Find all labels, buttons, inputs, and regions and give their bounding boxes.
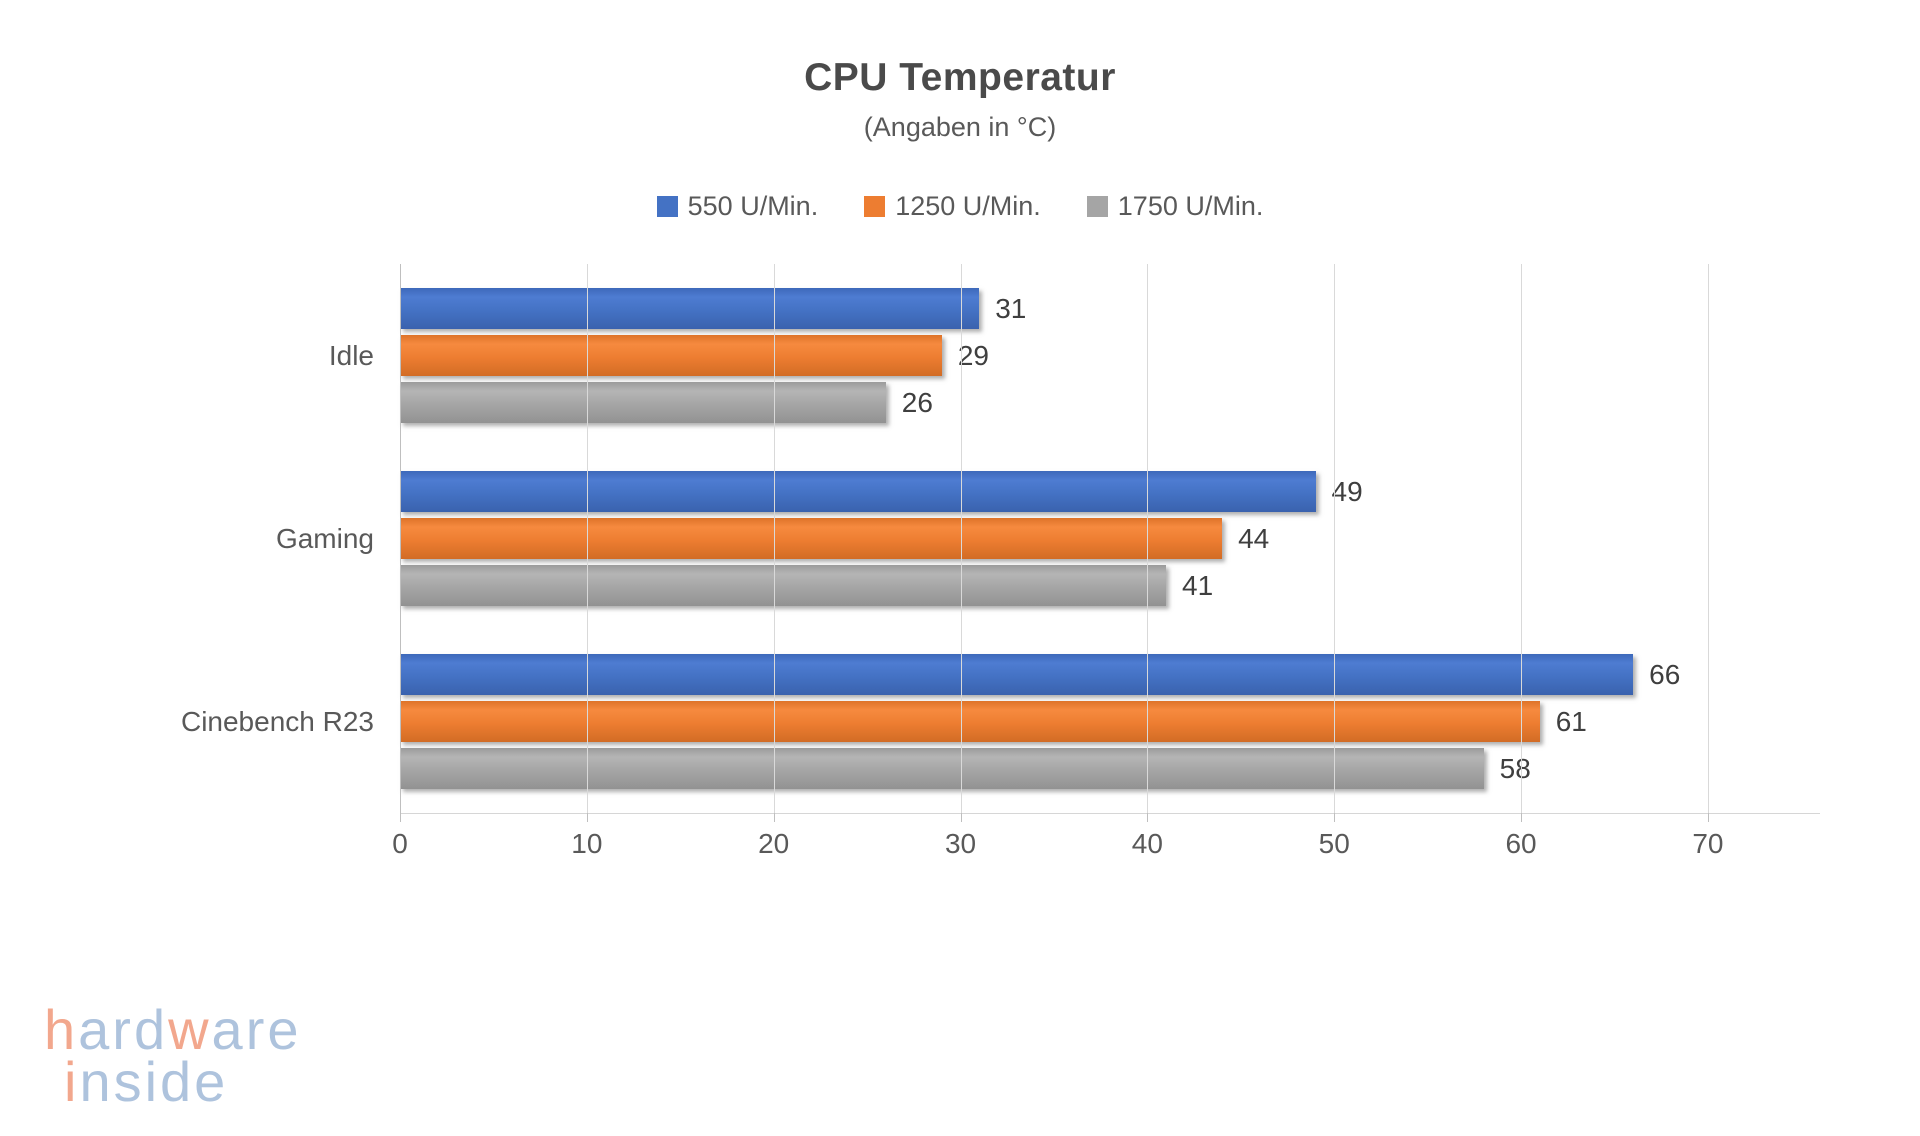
- bar-row: 29: [400, 335, 1820, 376]
- bar-row: 61: [400, 701, 1820, 742]
- axis-tick: [400, 813, 401, 822]
- bar-1750-u-min-: [400, 748, 1484, 789]
- gridline: [960, 264, 962, 813]
- bar-550-u-min-: [400, 471, 1316, 512]
- bar-value-label: 29: [957, 339, 989, 371]
- bar-1750-u-min-: [400, 382, 886, 423]
- bar-value-label: 44: [1238, 522, 1270, 554]
- chart-title: CPU Temperatur: [804, 56, 1116, 99]
- bar-value-label: 31: [995, 292, 1027, 324]
- legend-label: 550 U/Min.: [687, 191, 819, 221]
- bar-row: 66: [400, 654, 1820, 695]
- value-axis: 0 10 20 30 40 50 60 70: [100, 814, 1820, 860]
- legend-label: 1250 U/Min.: [895, 191, 1041, 221]
- gridline: [1521, 264, 1523, 813]
- axis-tick-label: 60: [1505, 828, 1537, 859]
- bar-value-label: 58: [1499, 752, 1531, 784]
- logo-letter-segment: w: [168, 998, 212, 1061]
- bar-1250-u-min-: [400, 518, 1223, 559]
- axis-tick-label: 70: [1692, 828, 1724, 859]
- axis-tick: [960, 813, 962, 822]
- bar-550-u-min-: [400, 654, 1634, 695]
- logo-letter-segment: nside: [79, 1050, 229, 1113]
- axis-tick: [773, 813, 775, 822]
- bar-value-label: 49: [1331, 475, 1363, 507]
- legend-marker-icon: [656, 196, 678, 217]
- bar-row: 49: [400, 471, 1820, 512]
- category-axis: Idle Gaming Cinebench R23: [100, 264, 400, 814]
- legend-marker-icon: [864, 196, 886, 217]
- legend-item: 1750 U/Min.: [1086, 191, 1264, 222]
- bar-row: 41: [400, 565, 1820, 606]
- category-label: Idle: [328, 339, 374, 371]
- value-axis-labels: 0 10 20 30 40 50 60 70: [392, 814, 1820, 860]
- axis-tick: [1334, 813, 1336, 822]
- chart-subtitle: (Angaben in °C): [863, 112, 1057, 142]
- logo-line1: hardware: [44, 998, 301, 1061]
- bar-value-label: 61: [1555, 705, 1587, 737]
- axis-tick-label: 10: [571, 828, 603, 859]
- axis-tick-label: 30: [944, 828, 977, 859]
- bar-row: 58: [400, 748, 1820, 789]
- gridline: [400, 264, 401, 813]
- bar-group: 49 44 41: [400, 447, 1820, 630]
- axis-tick-label: 0: [392, 828, 408, 859]
- axis-tick: [1707, 813, 1709, 822]
- gridline: [1334, 264, 1336, 813]
- logo-letter-segment: ard: [78, 998, 169, 1061]
- bar-1250-u-min-: [400, 701, 1540, 742]
- bar-value-label: 26: [901, 386, 933, 418]
- bar-value-label: 66: [1649, 658, 1681, 690]
- legend-marker-icon: [1086, 196, 1108, 217]
- bar-1250-u-min-: [400, 335, 942, 376]
- logo-letter-segment: i: [64, 1050, 80, 1113]
- bar-groups: 31 29 26 49 44 41 66 61 58: [400, 264, 1820, 813]
- bar-550-u-min-: [400, 288, 980, 329]
- gridline: [586, 264, 588, 813]
- logo-letter-segment: are: [211, 998, 302, 1061]
- category-label: Gaming: [275, 522, 374, 554]
- logo-letter-segment: h: [44, 998, 79, 1061]
- axis-tick-label: 20: [758, 828, 790, 859]
- gridline: [1707, 264, 1709, 813]
- gridline: [773, 264, 775, 813]
- legend-item: 1250 U/Min.: [864, 191, 1041, 222]
- hardware-inside-logo: hardware inside: [44, 1002, 301, 1110]
- bar-1750-u-min-: [400, 565, 1167, 606]
- axis-tick-label: 40: [1131, 828, 1163, 859]
- bar-row: 31: [400, 288, 1820, 329]
- axis-tick: [1521, 813, 1523, 822]
- legend-label: 1750 U/Min.: [1117, 191, 1264, 221]
- bar-row: 26: [400, 382, 1820, 423]
- plot-area: 31 29 26 49 44 41 66 61 58: [400, 264, 1820, 822]
- bar-value-label: 41: [1182, 569, 1214, 601]
- axis-tick-label: 50: [1318, 828, 1350, 859]
- category-label: Cinebench R23: [180, 706, 374, 738]
- logo-line2: inside: [44, 1054, 301, 1110]
- axis-tick: [586, 813, 588, 822]
- axis-tick: [1147, 813, 1149, 822]
- bar-group: 66 61 58: [400, 630, 1820, 813]
- gridline: [1147, 264, 1149, 813]
- chart-body: Idle Gaming Cinebench R23 31 29 26 49 44 41 66 61…: [100, 264, 1820, 822]
- legend-item: 550 U/Min.: [656, 191, 819, 222]
- chart-legend: 550 U/Min. 1250 U/Min. 1750 U/Min.: [0, 191, 1920, 222]
- bar-group: 31 29 26: [400, 264, 1820, 447]
- bar-row: 44: [400, 518, 1820, 559]
